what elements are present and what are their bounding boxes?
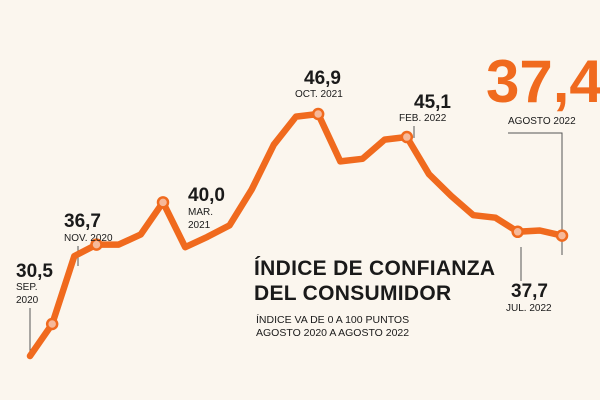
- data-label-date: OCT. 2021: [295, 89, 343, 100]
- chart-title: ÍNDICE DE CONFIANZA DEL CONSUMIDOR: [254, 256, 495, 306]
- point-marker: [311, 107, 325, 121]
- annotation-leader-lines: [29, 126, 563, 355]
- point-marker: [511, 225, 524, 239]
- series-line: [26, 110, 566, 360]
- leader-line: [508, 132, 563, 255]
- chart-title-line: ÍNDICE DE CONFIANZA: [254, 257, 496, 280]
- data-label-date: 2020: [16, 295, 39, 306]
- chart-subtitle: ÍNDICE VA DE 0 A 100 PUNTOS AGOSTO 2020 …: [256, 314, 409, 340]
- data-label-date: NOV. 2020: [64, 233, 113, 244]
- chart-subtitle-line: ÍNDICE VA DE 0 A 100 PUNTOS: [256, 314, 410, 326]
- data-label-date: 2021: [188, 220, 211, 231]
- data-label-date: SEP.: [16, 282, 38, 293]
- headline-value: 37,4: [486, 48, 600, 115]
- point-marker: [45, 317, 59, 331]
- point-marker: [90, 238, 103, 251]
- data-label-value: 40,0: [188, 185, 225, 206]
- point-marker: [156, 196, 170, 209]
- data-label-date: JUL. 2022: [506, 303, 552, 314]
- data-label-date: MAR.: [188, 207, 213, 218]
- data-label-date: FEB. 2022: [399, 113, 447, 124]
- data-label-value: 30,5: [16, 261, 53, 282]
- data-label-value: 36,7: [64, 211, 101, 232]
- chart-subtitle-line: AGOSTO 2020 A AGOSTO 2022: [256, 327, 410, 339]
- data-label-value: 46,9: [304, 68, 341, 89]
- headline-date: AGOSTO 2022: [508, 116, 576, 127]
- chart-title-line: DEL CONSUMIDOR: [254, 282, 452, 305]
- data-label-value: 45,1: [414, 92, 451, 113]
- point-marker: [555, 229, 569, 242]
- data-label-value: 37,7: [511, 281, 548, 302]
- point-markers: [45, 107, 569, 331]
- point-marker: [400, 130, 414, 144]
